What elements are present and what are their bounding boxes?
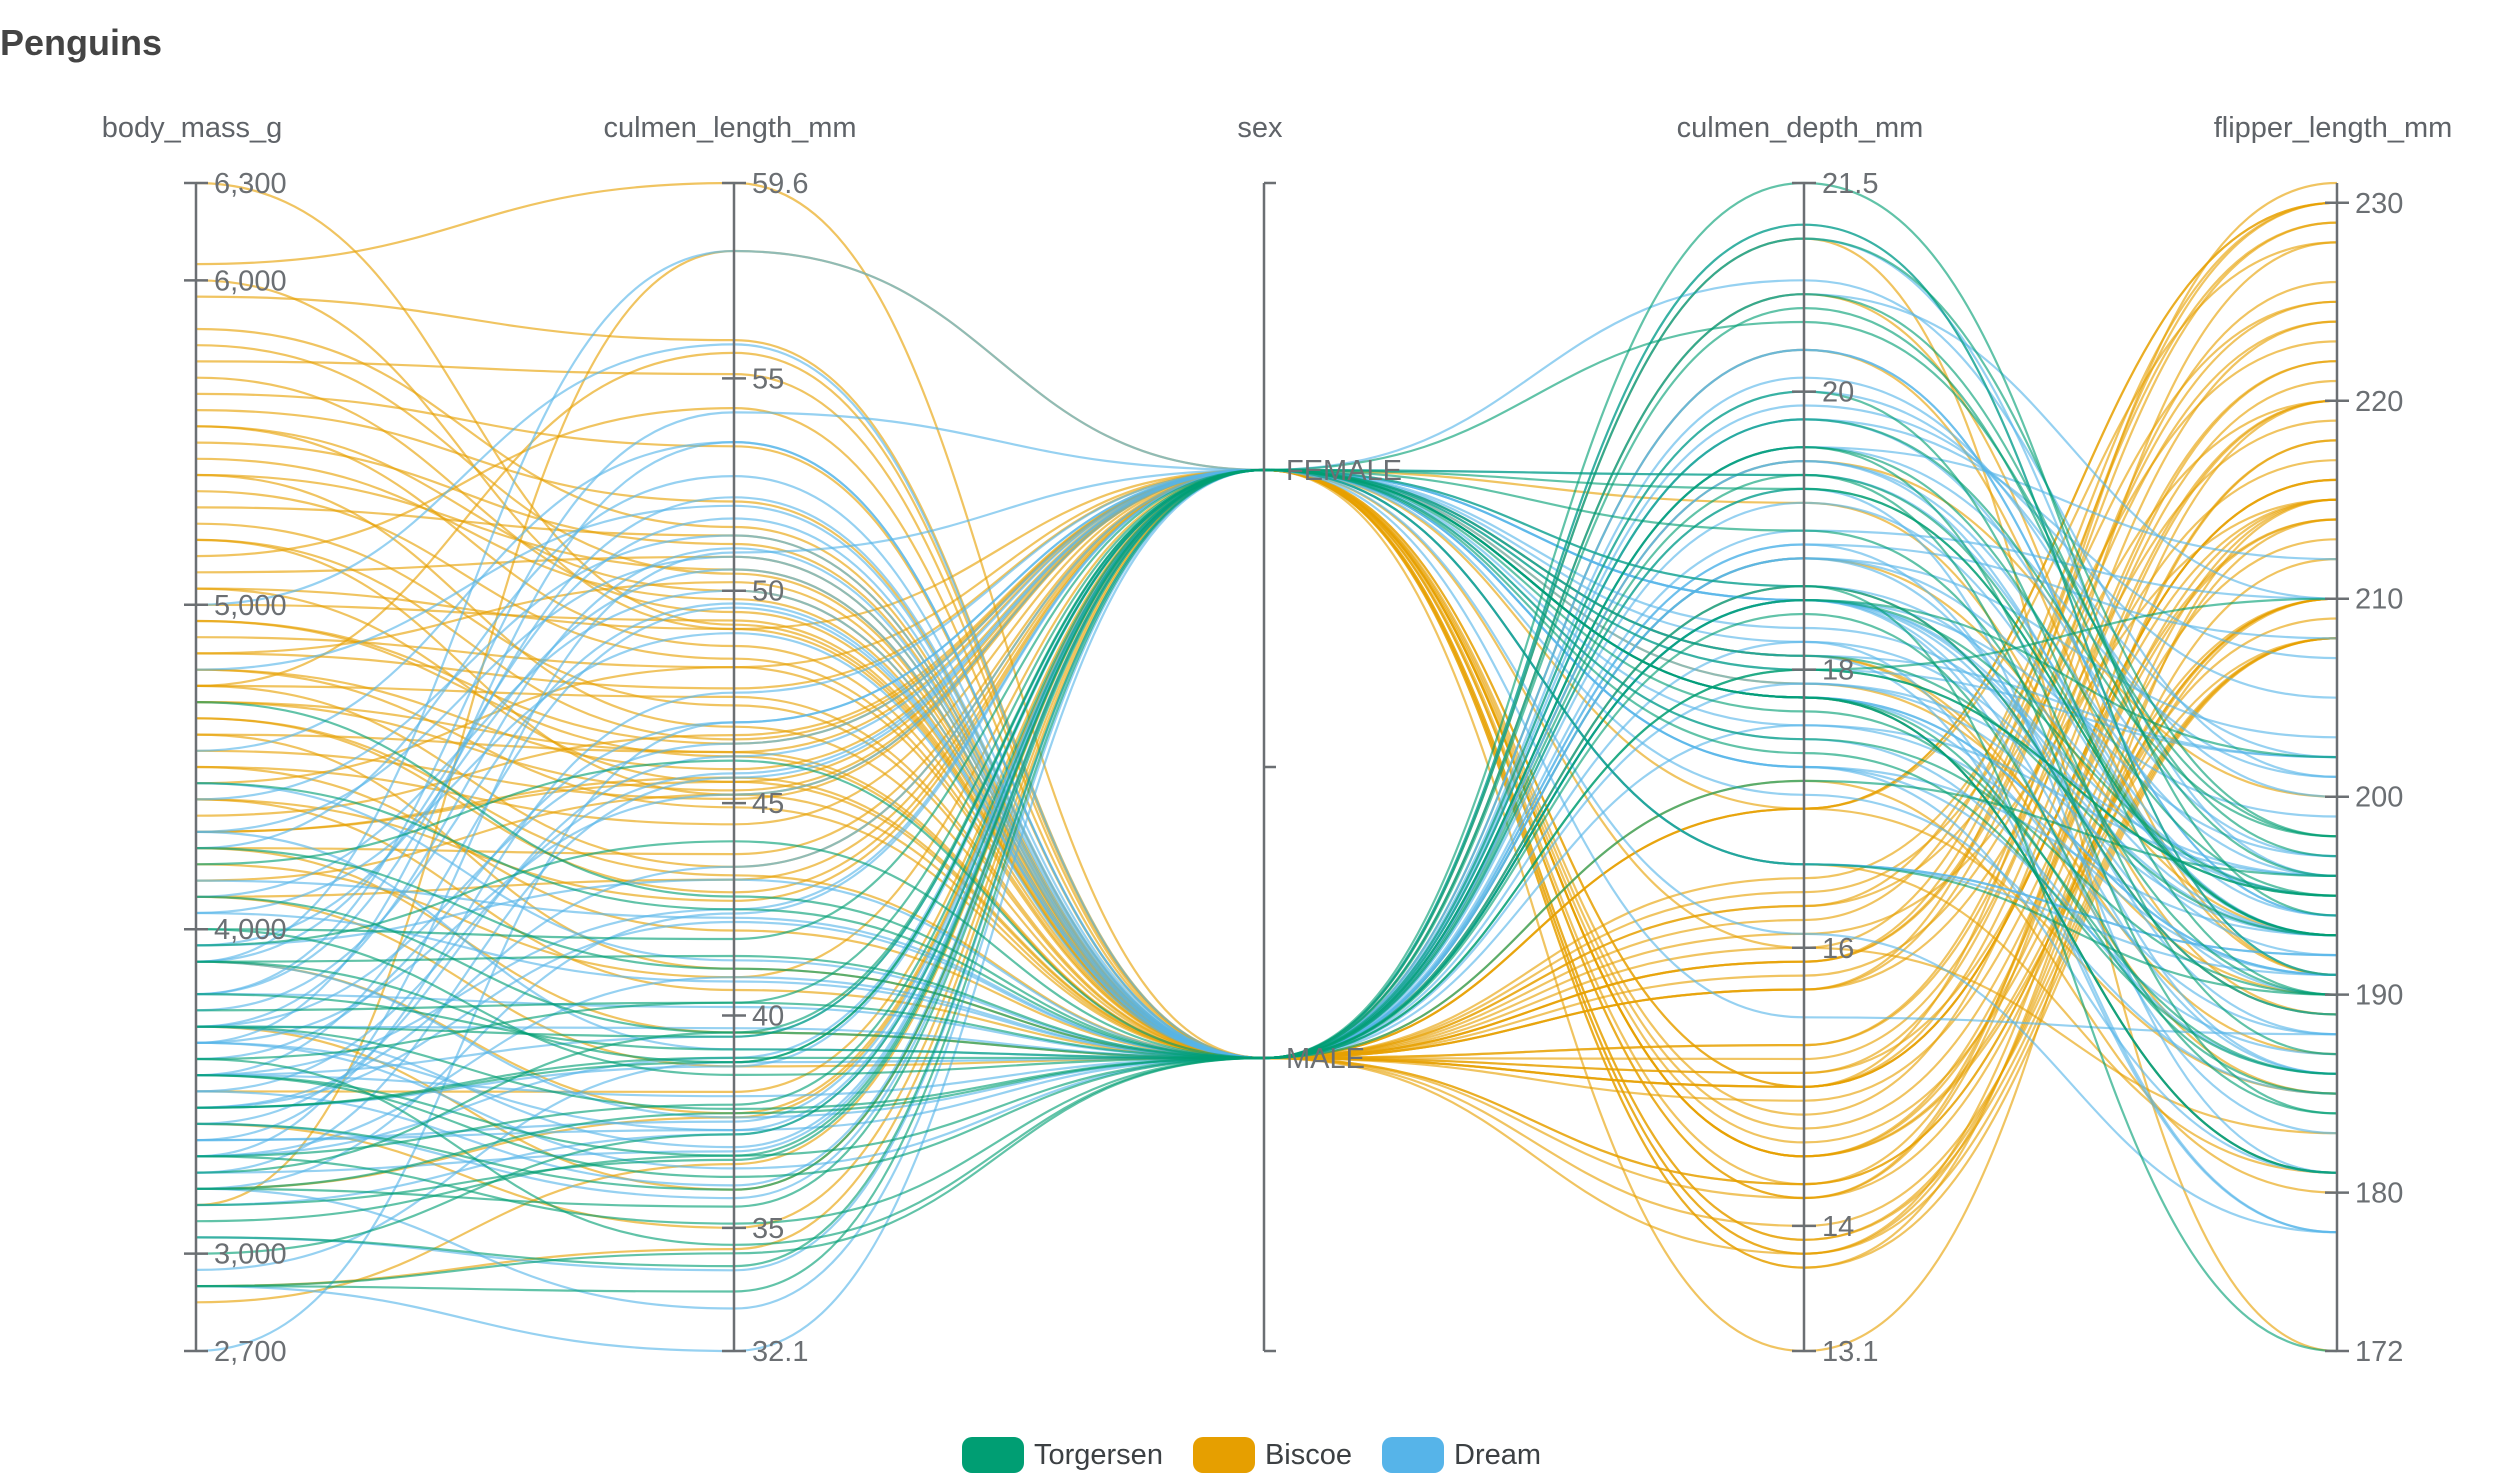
tick-label-body_mass_g: 2,700: [214, 1336, 287, 1368]
tick-label-culmen_length_mm: 55: [752, 363, 784, 395]
record-line-dream: [195, 223, 2338, 1060]
tick-label-culmen_length_mm: 40: [752, 1000, 784, 1032]
chart-title: Penguins: [0, 22, 163, 63]
tick-label-flipper_length_mm: 172: [2355, 1336, 2403, 1368]
record-line-dream: [195, 468, 2338, 1353]
record-line-torgersen: [195, 181, 2338, 1060]
record-line-biscoe: [195, 468, 2338, 1255]
record-line-dream: [195, 376, 2338, 1060]
tick-label-flipper_length_mm: 180: [2355, 1178, 2403, 1210]
legend-label: Dream: [1454, 1438, 1542, 1471]
tick-label-body_mass_g: 6,000: [214, 265, 287, 297]
tick-label-sex: MALE: [1286, 1043, 1365, 1075]
legend-item-dream[interactable]: Dream: [1382, 1437, 1541, 1473]
legend-swatch: [1192, 1437, 1255, 1473]
tick-label-body_mass_g: 3,000: [214, 1239, 287, 1271]
record-line-torgersen: [195, 390, 2338, 1111]
record-line-biscoe: [195, 221, 2338, 1060]
tick-label-flipper_length_mm: 210: [2355, 584, 2403, 616]
record-line-biscoe: [195, 468, 2338, 1353]
record-line-biscoe: [195, 181, 2338, 1061]
tick-label-culmen_length_mm: 45: [752, 788, 784, 820]
axes: body_mass_g 2,700 3,000 4,000 5,000 6,000 6,30…: [102, 112, 2453, 1368]
record-line-torgersen: [195, 223, 2338, 1077]
tick-label-body_mass_g: 4,000: [214, 914, 287, 946]
record-line-biscoe: [195, 181, 2338, 1060]
legend-label: Biscoe: [1264, 1438, 1352, 1471]
tick-label-culmen_depth_mm: 21.5: [1822, 168, 1878, 200]
legend-item-torgersen[interactable]: Torgersen: [961, 1437, 1163, 1473]
tick-label-flipper_length_mm: 220: [2355, 386, 2403, 418]
record-line-biscoe: [195, 221, 2338, 1060]
axis-title-flipper_length_mm: flipper_length_mm: [2214, 112, 2453, 144]
record-line-torgersen: [195, 306, 2338, 1109]
record-line-biscoe: [195, 468, 2338, 1130]
legend-label: Torgersen: [1033, 1438, 1163, 1471]
tick-label-culmen_depth_mm: 13.1: [1822, 1336, 1878, 1368]
record-line-dream: [195, 459, 2338, 1098]
tick-label-body_mass_g: 6,300: [214, 168, 287, 200]
legend: Torgersen Biscoe Dream: [0, 1437, 2503, 1473]
tick-label-culmen_length_mm: 59.6: [752, 168, 808, 200]
record-line-dream: [195, 468, 2338, 1353]
record-line-biscoe: [195, 468, 2338, 1158]
tick-label-culmen_depth_mm: 16: [1822, 933, 1854, 965]
record-line-torgersen: [195, 468, 2338, 1353]
axis-title-culmen_depth_mm: culmen_depth_mm: [1677, 112, 1924, 144]
tick-label-flipper_length_mm: 230: [2355, 188, 2403, 220]
tick-label-culmen_length_mm: 35: [752, 1213, 784, 1245]
parallel-coordinates-chart: body_mass_g 2,700 3,000 4,000 5,000 6,000 6,30…: [102, 112, 2453, 1368]
tick-label-flipper_length_mm: 190: [2355, 980, 2403, 1012]
tick-label-culmen_depth_mm: 18: [1822, 655, 1854, 687]
legend-swatch: [1382, 1437, 1444, 1473]
record-line-biscoe: [195, 249, 2338, 1207]
axis-title-body_mass_g: body_mass_g: [102, 112, 283, 144]
tick-label-culmen_length_mm: 50: [752, 576, 784, 608]
tick-label-body_mass_g: 5,000: [214, 590, 287, 622]
record-line-torgersen: [195, 612, 2338, 1288]
record-line-biscoe: [195, 637, 2338, 1228]
tick-label-culmen_depth_mm: 14: [1822, 1211, 1854, 1243]
record-line-dream: [195, 557, 2338, 1271]
record-line-torgersen: [195, 320, 2338, 941]
legend-item-biscoe[interactable]: Biscoe: [1192, 1437, 1352, 1473]
tick-label-culmen_length_mm: 32.1: [752, 1336, 808, 1368]
tick-label-culmen_depth_mm: 20: [1822, 377, 1854, 409]
record-line-torgersen: [195, 237, 2338, 1246]
record-line-biscoe: [195, 468, 2338, 1200]
tick-label-flipper_length_mm: 200: [2355, 782, 2403, 814]
record-line-dream: [195, 543, 2338, 1142]
record-line-torgersen: [195, 418, 2338, 1190]
legend-swatch: [961, 1437, 1024, 1473]
axis-title-culmen_length_mm: culmen_length_mm: [603, 112, 856, 144]
axis-title-sex: sex: [1237, 112, 1283, 144]
record-line-biscoe: [195, 181, 2338, 1060]
record-line-torgersen: [195, 585, 2338, 1060]
tick-label-sex: FEMALE: [1286, 455, 1402, 487]
record-line-biscoe: [195, 468, 2338, 1088]
